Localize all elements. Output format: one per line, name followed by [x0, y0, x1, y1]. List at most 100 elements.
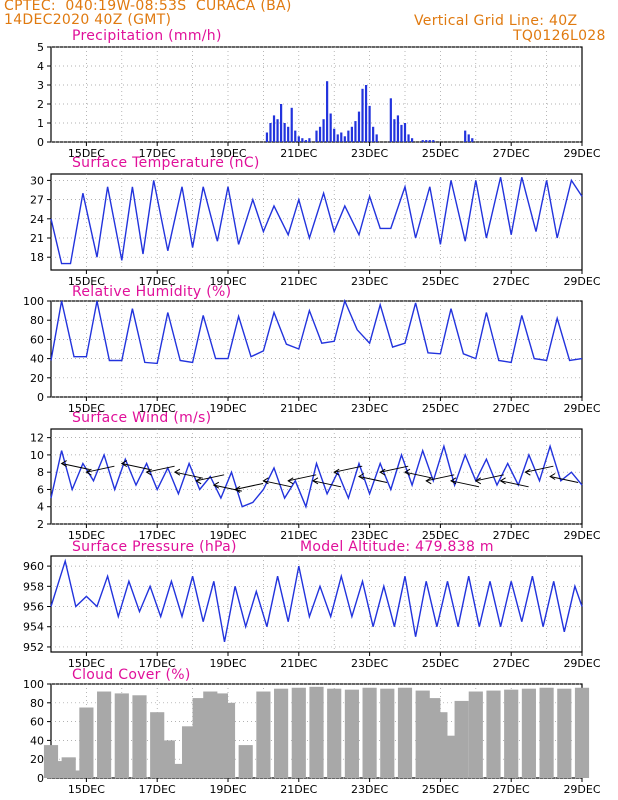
wind-title: Surface Wind (m/s) — [72, 410, 212, 426]
precipitation-bar — [372, 126, 375, 142]
humidity-xtick-label: 15DEC — [68, 402, 105, 415]
precipitation-bar — [368, 105, 371, 142]
precipitation-bar — [361, 88, 364, 142]
cloud-bar — [291, 687, 306, 778]
header-date: 14DEC2020 40Z (GMT) — [4, 12, 172, 28]
pressure-xtick-label: 25DEC — [422, 657, 459, 670]
precipitation-bar — [467, 134, 470, 142]
precipitation-bar — [297, 136, 300, 142]
wind-arrow — [121, 463, 150, 471]
precipitation-bar — [407, 134, 410, 142]
precipitation-bar — [304, 140, 307, 142]
wind-arrow — [263, 480, 292, 488]
wind-arrow — [475, 474, 504, 482]
precipitation-xtick-label: 19DEC — [209, 147, 246, 160]
precipitation-bar — [322, 119, 325, 142]
cloud-xtick-label: 15DEC — [68, 783, 105, 796]
pressure-xtick-label: 27DEC — [493, 657, 530, 670]
cloud-bar — [539, 687, 554, 778]
precipitation-bar — [350, 126, 353, 142]
wind-arrowhead — [212, 481, 220, 489]
header-grid-line: Vertical Grid Line: 40Z — [414, 13, 578, 29]
precipitation-bar — [364, 85, 368, 142]
cloud-xtick-label: 29DEC — [563, 783, 600, 796]
pressure-ytick-label: 952 — [23, 641, 44, 654]
precipitation-bar — [396, 115, 400, 142]
cloud-ytick-label: 20 — [30, 753, 44, 766]
cloud-bar — [79, 707, 94, 778]
cloud-ytick-label: 40 — [30, 734, 44, 747]
precipitation-bar — [400, 124, 403, 142]
precipitation-bar — [272, 115, 276, 142]
wind-arrowhead — [333, 468, 340, 476]
cloud-bar — [468, 691, 483, 778]
cloud-bar — [380, 688, 395, 778]
precipitation-xtick-label: 25DEC — [422, 147, 459, 160]
cloud-bar — [486, 690, 501, 778]
wind-arrow — [450, 480, 480, 488]
precipitation-bar — [308, 138, 311, 142]
temperature-title: Surface Temperature (nC) — [72, 155, 260, 171]
wind-arrowhead — [85, 468, 92, 476]
pressure-frame — [50, 555, 583, 653]
humidity-ytick-label: 20 — [30, 372, 44, 385]
cloud-xtick-label: 19DEC — [209, 783, 246, 796]
precipitation-bar — [354, 121, 357, 142]
precipitation-bar — [329, 113, 332, 142]
wind-arrowhead — [195, 477, 202, 485]
wind-xtick-label: 25DEC — [422, 529, 459, 542]
temperature-xtick-label: 19DEC — [209, 275, 246, 288]
temperature-ytick-label: 27 — [30, 194, 44, 207]
pressure-xtick-label: 17DEC — [139, 657, 176, 670]
pressure-xtick-label: 19DEC — [209, 657, 246, 670]
wind-arrow — [426, 474, 455, 482]
cloud-ytick-label: 100 — [23, 678, 44, 691]
wind-arrowhead — [120, 460, 128, 467]
wind-arrowhead — [474, 477, 482, 485]
humidity-xtick-label: 29DEC — [563, 402, 600, 415]
humidity-ytick-label: 60 — [30, 333, 44, 346]
temperature-xtick-label: 23DEC — [351, 275, 388, 288]
cloud-bar — [72, 770, 87, 778]
wind-xtick-label: 19DEC — [209, 529, 246, 542]
pressure-ytick-label: 954 — [23, 621, 44, 634]
wind-arrowhead — [425, 477, 432, 485]
wind-xtick-label: 23DEC — [351, 529, 388, 542]
precipitation-bar — [347, 130, 350, 142]
cloud-xtick-label: 17DEC — [139, 783, 176, 796]
cloud-xtick-label: 27DEC — [493, 783, 530, 796]
wind-ytick-label: 8 — [37, 466, 44, 479]
precipitation-bar — [432, 140, 435, 142]
wind-arrow — [334, 465, 363, 473]
temperature-xtick-label: 21DEC — [280, 275, 317, 288]
temperature-ytick-label: 30 — [30, 174, 44, 187]
wind-arrow — [86, 465, 115, 473]
precipitation-frame — [50, 46, 583, 143]
temperature-ytick-label: 24 — [30, 213, 44, 226]
cloud-bar — [238, 745, 253, 778]
wind-arrow — [380, 465, 409, 473]
precipitation-bar — [294, 130, 297, 142]
cloud-bar — [344, 689, 359, 778]
precipitation-bar — [336, 134, 339, 142]
precipitation-ytick-label: 4 — [37, 60, 44, 73]
wind-arrowhead — [262, 477, 269, 485]
precipitation-ytick-label: 1 — [37, 117, 44, 130]
cloud-title: Cloud Cover (%) — [72, 667, 191, 683]
wind-xtick-label: 27DEC — [493, 529, 530, 542]
cloud-ytick-label: 0 — [37, 772, 44, 785]
wind-arrowhead — [404, 468, 411, 476]
wind-arrowhead — [450, 477, 457, 485]
precipitation-xtick-label: 15DEC — [68, 147, 105, 160]
wind-arrow — [312, 480, 342, 488]
humidity-ytick-label: 100 — [23, 295, 44, 308]
humidity-xtick-label: 19DEC — [209, 402, 246, 415]
wind-arrow — [500, 480, 529, 488]
precipitation-bar — [290, 107, 293, 142]
humidity-title: Relative Humidity (%) — [72, 284, 232, 300]
precipitation-bar — [283, 123, 286, 142]
wind-arrow — [146, 465, 175, 473]
temperature-xtick-label: 25DEC — [422, 275, 459, 288]
model-altitude: Model Altitude: 479.838 m — [300, 539, 494, 555]
